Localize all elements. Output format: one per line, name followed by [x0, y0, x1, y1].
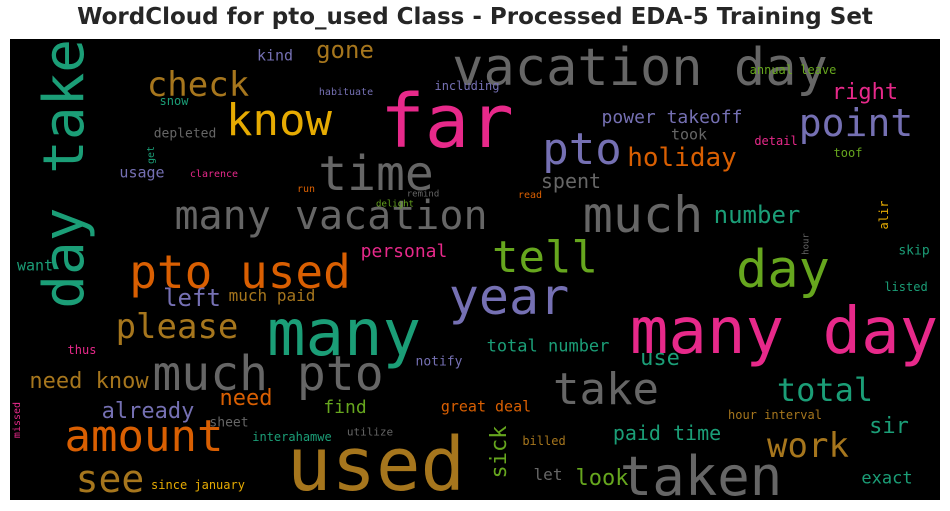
- word-sheet: sheet: [209, 415, 249, 431]
- word-find: find: [323, 397, 367, 418]
- word-clarence: clarence: [189, 169, 239, 180]
- word-toof: toof: [833, 146, 863, 160]
- word-thus: thus: [67, 343, 97, 357]
- word-skip: skip: [898, 243, 930, 259]
- word-pto: pto: [542, 124, 622, 175]
- word-total: total: [776, 371, 874, 409]
- word-want: want: [16, 256, 54, 275]
- word-holiday: holiday: [627, 143, 737, 173]
- word-much: much: [582, 186, 704, 244]
- word-much-pto: much pto: [152, 346, 384, 402]
- word-remind: remind: [406, 189, 440, 200]
- word-including: including: [434, 79, 500, 93]
- word-gone: gone: [316, 39, 374, 64]
- word-far: far: [380, 79, 514, 165]
- word-power-takeoff: power takeoff: [601, 107, 743, 128]
- word-personal: personal: [360, 241, 448, 262]
- word-paid-time: paid time: [612, 421, 722, 445]
- word-taken: taken: [619, 445, 783, 501]
- word-since-january: since january: [151, 478, 245, 492]
- word-usage: usage: [119, 163, 165, 182]
- word-missed: missed: [12, 401, 23, 439]
- word-please: please: [115, 307, 239, 347]
- word-billed: billed: [522, 434, 566, 448]
- chart-title: WordCloud for pto_used Class - Processed…: [77, 4, 873, 30]
- word-point: point: [798, 101, 914, 145]
- word-detail: detail: [754, 134, 798, 148]
- word-used: used: [286, 422, 466, 500]
- word-much-paid: much paid: [228, 286, 316, 305]
- word-vacation-day: vacation day: [452, 39, 828, 98]
- word-already: already: [101, 399, 195, 424]
- word-kind: kind: [256, 46, 294, 65]
- word-year: year: [448, 268, 570, 326]
- word-depleted: depleted: [153, 126, 217, 142]
- word-work: work: [767, 426, 849, 466]
- word-let: let: [533, 465, 563, 484]
- word-time: time: [318, 146, 434, 202]
- word-spent: spent: [540, 169, 602, 193]
- word-sir: sir: [869, 414, 909, 439]
- word-right: right: [831, 80, 899, 105]
- word-see: see: [75, 457, 145, 500]
- word-need: need: [219, 386, 273, 411]
- word-need-know: need know: [29, 369, 149, 394]
- word-know: know: [226, 95, 332, 146]
- word-interahamwe: interahamwe: [252, 430, 332, 444]
- word-took: took: [670, 125, 708, 144]
- word-get: get: [146, 145, 157, 165]
- word-tell: tell: [492, 232, 598, 283]
- word-run: run: [296, 184, 316, 195]
- word-sick: sick: [487, 425, 512, 479]
- word-annual-leave: annual leave: [749, 63, 837, 77]
- word-exact: exact: [861, 468, 913, 489]
- word-check: check: [146, 65, 250, 105]
- word-alir: alir: [877, 200, 891, 230]
- word-many-day: many day: [629, 295, 939, 369]
- word-look: look: [575, 466, 629, 491]
- word-notify: notify: [415, 354, 463, 370]
- word-delight: delight: [376, 199, 414, 210]
- word-pto-used: pto used: [129, 245, 351, 299]
- word-many-vacation: many vacation: [174, 193, 488, 239]
- word-hour-interval: hour interval: [728, 408, 822, 422]
- word-amount: amount: [64, 411, 224, 462]
- word-utilize: utilize: [346, 425, 394, 439]
- word-use: use: [640, 346, 680, 371]
- word-read: read: [517, 190, 543, 201]
- word-great-deal: great deal: [440, 397, 532, 416]
- word-listed: listed: [884, 280, 928, 294]
- word-many: many: [266, 297, 422, 371]
- word-left: left: [163, 284, 221, 312]
- word-snow: snow: [159, 94, 189, 108]
- word-habituate: habituate: [318, 87, 374, 98]
- word-take: take: [553, 364, 659, 415]
- word-number: number: [713, 201, 801, 229]
- word-day: day: [736, 240, 830, 300]
- wordcloud-canvas: vacation day far day taken know check gone kin…: [10, 39, 940, 500]
- word-total-number: total number: [486, 336, 610, 357]
